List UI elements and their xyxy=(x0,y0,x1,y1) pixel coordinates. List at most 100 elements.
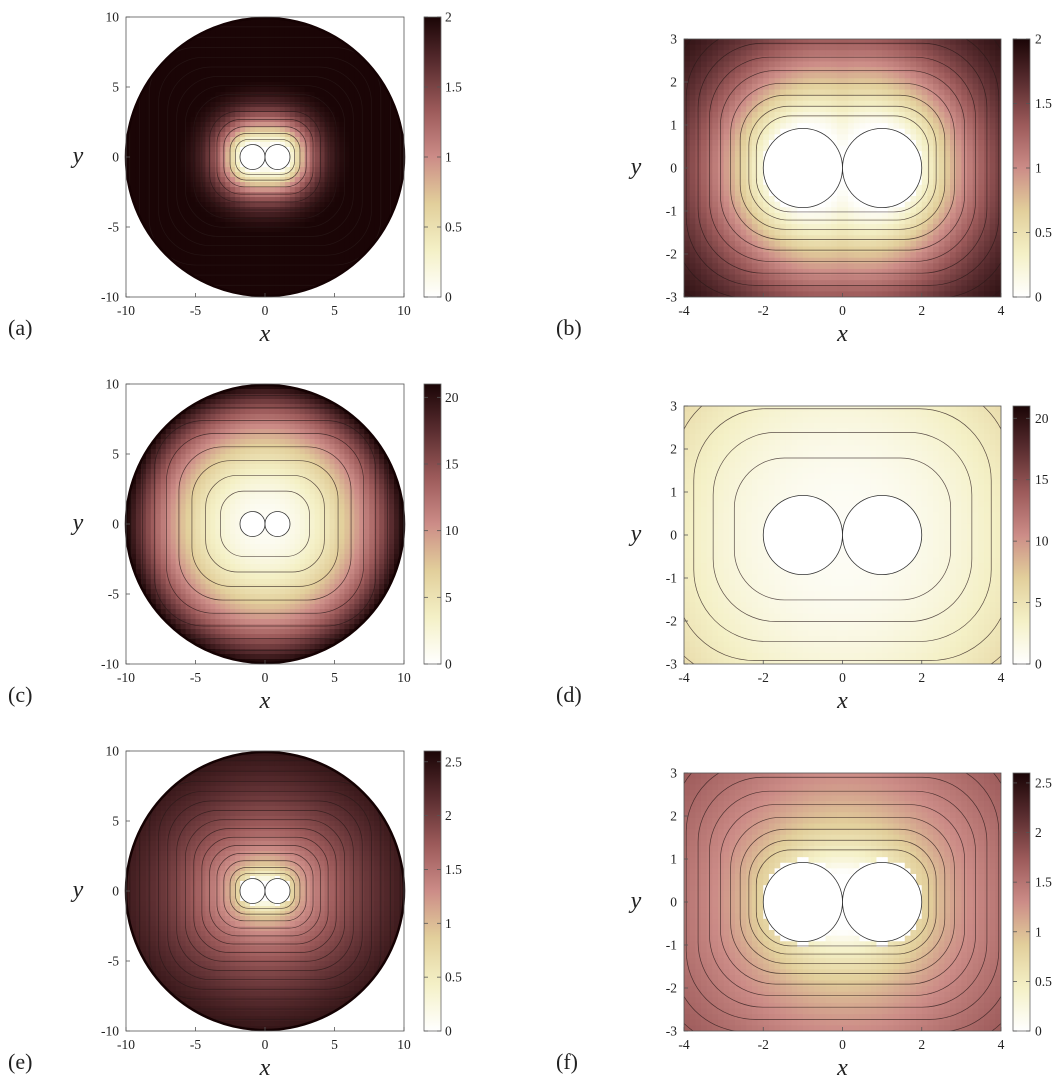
panel-label: (f) xyxy=(556,1049,578,1074)
y-tick-label: 3 xyxy=(670,32,677,47)
y-tick-label: -2 xyxy=(666,614,677,629)
x-axis-label: x xyxy=(836,321,848,347)
y-axis-label: y xyxy=(71,877,84,903)
y-tick-label: -2 xyxy=(666,247,677,262)
x-tick-label: 5 xyxy=(331,670,338,685)
y-tick-label: 1 xyxy=(670,485,677,500)
colorbar-tick-label: 0 xyxy=(1035,290,1042,305)
colorbar xyxy=(1012,405,1031,665)
x-tick-label: -5 xyxy=(190,670,201,685)
colorbar-tick-label: 0 xyxy=(445,1024,452,1039)
y-tick-label: 0 xyxy=(670,528,677,543)
y-tick-label: 5 xyxy=(112,814,119,829)
y-tick-label: 0 xyxy=(670,895,677,910)
panel-d: -4 -2 0 2 4 -3 -2 -1 0 1 2 3 x y 0 5 10 15 20 (d) xyxy=(556,399,1049,715)
x-tick-label: 2 xyxy=(918,1037,925,1052)
x-tick-label: 0 xyxy=(262,670,269,685)
x-tick-label: -10 xyxy=(117,1037,135,1052)
colorbar-tick-label: 0 xyxy=(1035,1024,1042,1039)
colorbar-tick-label: 1 xyxy=(1035,161,1042,176)
colorbar-tick-label: 1.5 xyxy=(1035,875,1052,890)
hole-2 xyxy=(842,861,923,943)
y-axis-label: y xyxy=(629,154,642,180)
x-tick-label: 10 xyxy=(397,670,411,685)
colorbar-tick-label: 10 xyxy=(445,523,459,538)
x-tick-label: -2 xyxy=(758,1037,769,1052)
x-tick-label: 2 xyxy=(918,303,925,318)
colorbar-tick-label: 15 xyxy=(445,457,459,472)
colorbar-tick-label: 1.5 xyxy=(1035,96,1052,111)
colorbar-tick-label: 5 xyxy=(445,590,452,605)
panel-label: (a) xyxy=(8,315,32,340)
x-tick-label: -5 xyxy=(190,303,201,318)
colorbar-tick-label: 2 xyxy=(445,10,452,25)
colorbar-tick-label: 0.5 xyxy=(1035,974,1052,989)
hole-1 xyxy=(239,878,266,904)
colorbar xyxy=(1012,772,1031,1032)
y-tick-label: -5 xyxy=(108,220,119,235)
panel-label: (c) xyxy=(8,682,32,707)
x-tick-label: 2 xyxy=(918,670,925,685)
y-tick-label: -3 xyxy=(666,657,677,672)
colorbar-tick-label: 1.5 xyxy=(445,80,462,95)
y-tick-label: -10 xyxy=(101,290,119,305)
y-tick-label: -3 xyxy=(666,290,677,305)
colorbar-tick-label: 0 xyxy=(445,290,452,305)
contour-lines xyxy=(684,39,1001,297)
colorbar-tick-label: 0.5 xyxy=(1035,225,1052,240)
y-tick-label: -1 xyxy=(666,571,677,586)
y-tick-label: 2 xyxy=(670,809,677,824)
panel-label: (b) xyxy=(556,315,582,340)
y-tick-label: 0 xyxy=(112,884,119,899)
hole-1 xyxy=(239,144,266,170)
hole-1 xyxy=(239,511,266,537)
hole-1 xyxy=(762,494,843,576)
y-tick-label: 1 xyxy=(670,118,677,133)
hole-2 xyxy=(264,511,291,537)
colorbar-tick-label: 1 xyxy=(445,916,452,931)
x-axis-label: x xyxy=(259,688,271,714)
colorbar-tick-label: 10 xyxy=(1035,534,1049,549)
y-tick-label: 3 xyxy=(670,766,677,781)
x-tick-label: -2 xyxy=(758,303,769,318)
x-tick-label: 5 xyxy=(331,1037,338,1052)
colorbar-tick-label: 2 xyxy=(445,808,452,823)
x-tick-label: -4 xyxy=(678,1037,689,1052)
contour-lines xyxy=(126,752,404,1030)
x-tick-label: 0 xyxy=(839,303,846,318)
colorbar xyxy=(423,750,442,1032)
panel-a: -10 -5 0 5 10 -10 -5 0 5 10 x y 0 0.5 1 1.5 2 (a) xyxy=(8,10,462,348)
colorbar-tick-label: 0.5 xyxy=(445,970,462,985)
x-tick-label: -4 xyxy=(678,670,689,685)
x-tick-label: 4 xyxy=(998,670,1005,685)
contour-lines xyxy=(684,773,1001,1031)
colorbar-tick-label: 20 xyxy=(1035,411,1049,426)
x-tick-label: -10 xyxy=(117,670,135,685)
x-tick-label: 4 xyxy=(998,1037,1005,1052)
x-tick-label: 0 xyxy=(839,670,846,685)
colorbar-tick-label: 0 xyxy=(1035,657,1042,672)
hole-2 xyxy=(264,878,291,904)
x-axis-label: x xyxy=(259,1055,271,1081)
y-tick-label: 0 xyxy=(112,517,119,532)
x-tick-label: -4 xyxy=(678,303,689,318)
panel-c: -10 -5 0 5 10 -10 -5 0 5 10 x y 0 5 10 15 20 (c) xyxy=(8,377,459,715)
colorbar-tick-label: 1.5 xyxy=(445,862,462,877)
y-axis-label: y xyxy=(629,521,642,547)
hole-2 xyxy=(264,144,291,170)
x-tick-label: -10 xyxy=(117,303,135,318)
colorbar xyxy=(423,383,442,665)
x-tick-label: -5 xyxy=(190,1037,201,1052)
hole-2 xyxy=(842,127,923,209)
hole-1 xyxy=(762,127,843,209)
colorbar-tick-label: 1 xyxy=(445,150,452,165)
y-axis-label: y xyxy=(629,888,642,914)
y-tick-label: -2 xyxy=(666,981,677,996)
y-tick-label: 10 xyxy=(106,10,120,25)
hole-1 xyxy=(762,861,843,943)
colorbar-tick-label: 1 xyxy=(1035,924,1042,939)
y-tick-label: -3 xyxy=(666,1024,677,1039)
x-tick-label: -2 xyxy=(758,670,769,685)
x-tick-label: 0 xyxy=(262,303,269,318)
